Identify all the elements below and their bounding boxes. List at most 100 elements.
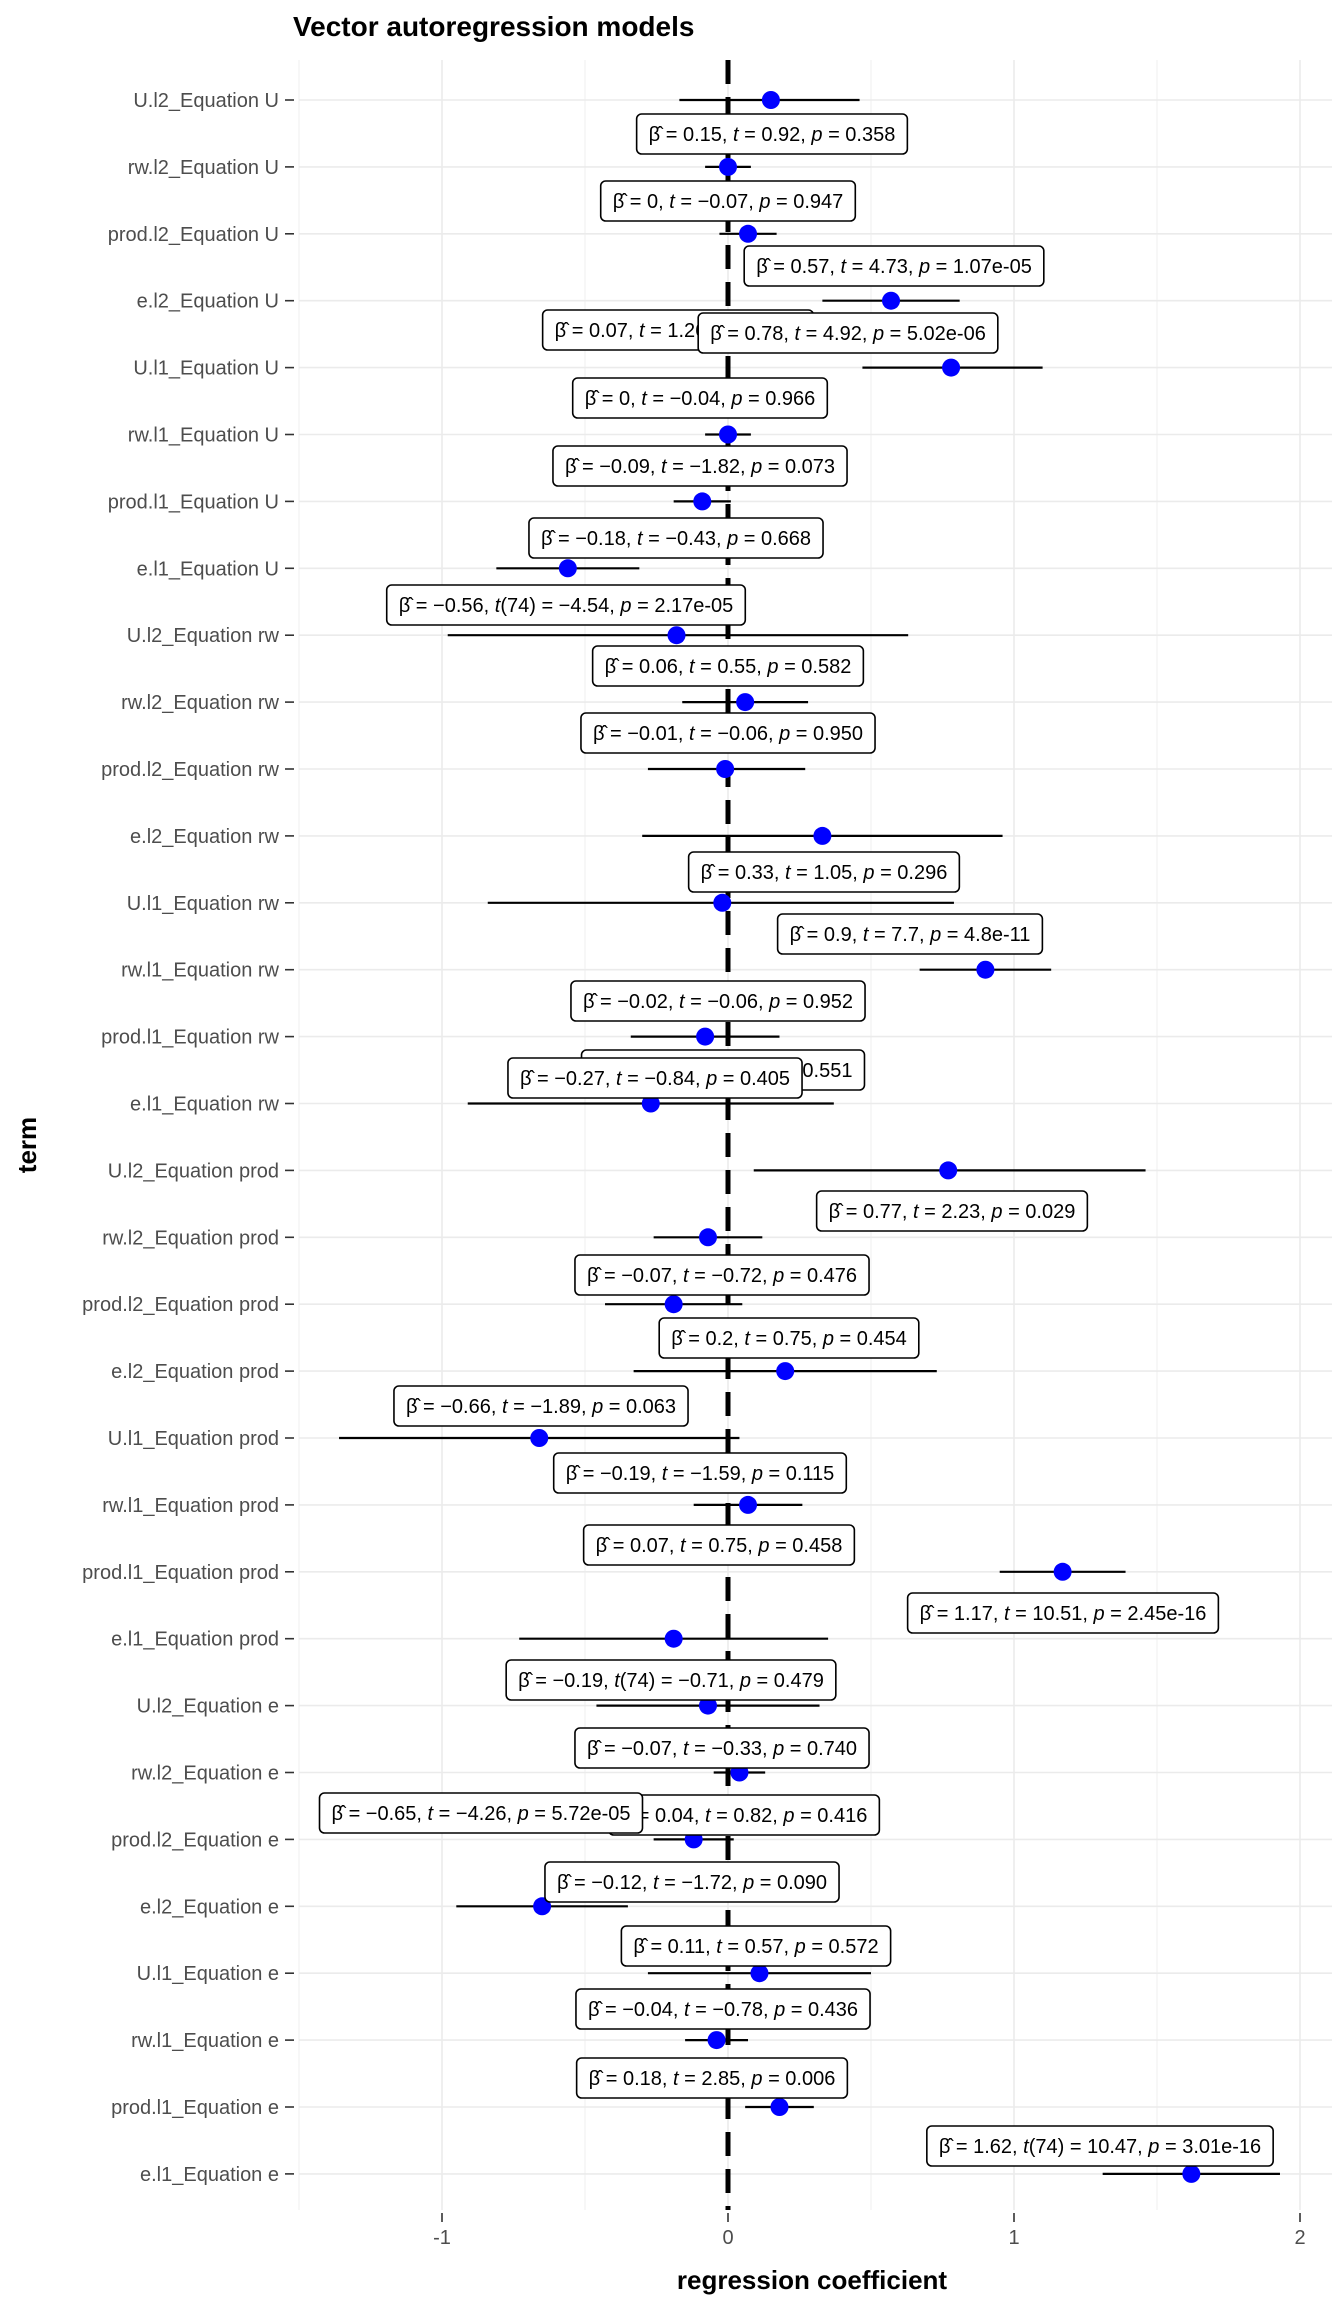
coefficient-label: β̂ = 0.57, t = 4.73, p = 1.07e-05 [743, 245, 1045, 287]
label-text: β̂ = 0.04, t = 0.82, p = 0.416 [621, 1805, 868, 1827]
estimate-point [942, 358, 961, 377]
label-box [620, 1925, 892, 1967]
label-text: β̂ = 0.2, t = 0.75, p = 0.454 [671, 1328, 907, 1350]
label-box [552, 445, 848, 487]
label-text: β̂ = 0.15, t = 0.92, p = 0.358 [649, 124, 896, 146]
y-tick-label: prod.l2_Equation rw [101, 759, 279, 781]
label-text: β̂ = 1.17, t = 10.51, p = 2.45e-16 [920, 1603, 1207, 1625]
label-box [393, 1385, 689, 1427]
label-text: β̂ = −0.19, t = −1.59, p = 0.115 [566, 1463, 835, 1485]
label-box [776, 913, 1044, 955]
label-box [574, 1254, 870, 1296]
estimate-point [1053, 1562, 1072, 1581]
label-text: β̂ = 0.77, t = 2.23, p = 0.029 [829, 1201, 1076, 1223]
label-text: β̂ = 0.06, t = 0.55, p = 0.582 [605, 656, 852, 678]
coefficient-label: β̂ = 0.06, t = 0.55, p = 0.582 [591, 645, 865, 687]
y-tick-label: prod.l2_Equation prod [82, 1294, 279, 1316]
label-layer: β̂ = 0.15, t = 0.92, p = 0.358 β̂ = 0, t … [318, 113, 1274, 2167]
y-tick-label: rw.l1_Equation prod [102, 1495, 279, 1517]
x-tick-label: 2 [1294, 2227, 1305, 2249]
y-tick-label: U.l2_Equation e [137, 1696, 279, 1718]
label-text: β̂ = −0.18, t = −0.43, p = 0.668 [541, 528, 811, 550]
label-text: β̂ = −0.04, t = −0.78, p = 0.436 [588, 1999, 858, 2021]
label-text: β̂ = −0.09, t = −1.82, p = 0.073 [565, 456, 835, 478]
coefficient-label: β̂ = 1.17, t = 10.51, p = 2.45e-16 [906, 1592, 1220, 1634]
coefficient-label: β̂ = −0.04, t = −0.78, p = 0.436 [575, 1988, 871, 2030]
estimate-point [813, 826, 832, 845]
x-tick-label: -1 [433, 2227, 451, 2249]
label-box [574, 1727, 870, 1769]
coefficient-label: β̂ = 0.15, t = 0.92, p = 0.358 [635, 113, 909, 155]
coefficient-label: β̂ = −0.02, t = −0.06, p = 0.952 [570, 980, 866, 1022]
y-tick-label: U.l1_Equation U [133, 358, 279, 380]
label-text: β̂ = −0.65, t = −4.26, p = 5.72e-05 [332, 1803, 631, 1825]
estimate-point [693, 492, 712, 511]
coefficient-label: β̂ = −0.18, t = −0.43, p = 0.668 [528, 517, 824, 559]
y-tick-label: e.l1_Equation prod [111, 1629, 279, 1651]
label-box [743, 245, 1045, 287]
beta-symbol: β̂ [633, 1936, 650, 1958]
coefficient-label: β̂ = 0, t = −0.04, p = 0.966 [571, 377, 829, 419]
y-tick-label: rw.l2_Equation e [131, 1763, 279, 1785]
beta-symbol: β̂ [541, 528, 558, 550]
estimate-point [1182, 2164, 1201, 2183]
coefficient-label: β̂ = 0.18, t = 2.85, p = 0.006 [575, 2057, 849, 2099]
estimate-point [939, 1161, 958, 1180]
coefficient-label: β̂ = −0.01, t = −0.06, p = 0.950 [580, 712, 876, 754]
beta-symbol: β̂ [518, 1670, 535, 1692]
beta-symbol: β̂ [671, 1328, 688, 1350]
beta-symbol: β̂ [555, 320, 572, 342]
estimate-point [719, 157, 737, 176]
y-tick-label: rw.l1_Equation U [128, 425, 279, 447]
y-tick-label: e.l2_Equation prod [111, 1361, 279, 1383]
label-box [580, 712, 876, 754]
label-box [658, 1317, 920, 1359]
y-tick-label: prod.l2_Equation U [108, 224, 279, 246]
beta-symbol: β̂ [332, 1803, 349, 1825]
label-box [697, 312, 999, 354]
estimate-point [698, 1696, 717, 1715]
beta-symbol: β̂ [520, 1068, 537, 1090]
coefficient-label: β̂ = 0.2, t = 0.75, p = 0.454 [658, 1317, 920, 1359]
coefficient-label: β̂ = 1.62, t(74) = 10.47, p = 3.01e-16 [926, 2125, 1274, 2167]
estimate-point [736, 693, 755, 712]
label-text: β̂ = −0.56, t(74) = −4.54, p = 2.17e-05 [399, 595, 734, 617]
estimate-point [707, 2031, 726, 2050]
estimate-point [533, 1897, 552, 1916]
estimate-point [719, 425, 737, 444]
y-tick-label: e.l2_Equation e [140, 1896, 279, 1918]
beta-symbol: β̂ [406, 1396, 423, 1418]
beta-symbol: β̂ [710, 323, 727, 345]
coefficient-label: β̂ = 0.77, t = 2.23, p = 0.029 [815, 1190, 1089, 1232]
label-box [815, 1190, 1089, 1232]
label-box [906, 1592, 1220, 1634]
beta-symbol: β̂ [701, 862, 718, 884]
label-text: β̂ = −0.12, t = −1.72, p = 0.090 [557, 1872, 827, 1894]
label-text: β̂ = −0.66, t = −1.89, p = 0.063 [406, 1396, 676, 1418]
label-text: β̂ = −0.02, t = −0.06, p = 0.952 [583, 991, 853, 1013]
label-box [507, 1057, 803, 1099]
estimate-point [750, 1964, 769, 1983]
label-text: β̂ = 0.78, t = 4.92, p = 5.02e-06 [710, 323, 986, 345]
y-tick-label: prod.l2_Equation e [111, 1829, 279, 1851]
label-text: β̂ = 0, t = −0.04, p = 0.966 [585, 388, 816, 410]
y-tick-label: e.l1_Equation U [137, 558, 279, 580]
beta-symbol: β̂ [587, 1265, 604, 1287]
estimate-point [770, 2098, 789, 2116]
estimate-point [558, 559, 577, 578]
label-box [552, 1452, 848, 1494]
coefficient-label: β̂ = 0.33, t = 1.05, p = 0.296 [687, 851, 961, 893]
y-tick-label: rw.l2_Equation prod [102, 1227, 279, 1249]
label-text: β̂ = −0.01, t = −0.06, p = 0.950 [593, 723, 863, 745]
label-box [687, 851, 961, 893]
estimate-point [530, 1429, 549, 1447]
estimate-point [776, 1362, 795, 1381]
y-tick-label: U.l2_Equation U [133, 90, 279, 112]
beta-symbol: β̂ [585, 388, 602, 410]
coefficient-label: β̂ = −0.19, t(74) = −0.71, p = 0.479 [505, 1659, 837, 1701]
estimate-point [698, 1228, 717, 1247]
coefficient-label: β̂ = −0.66, t = −1.89, p = 0.063 [393, 1385, 689, 1427]
label-text: β̂ = 1.62, t(74) = 10.47, p = 3.01e-16 [939, 2136, 1261, 2158]
y-tick-label: U.l1_Equation rw [127, 893, 280, 915]
beta-symbol: β̂ [756, 256, 773, 278]
